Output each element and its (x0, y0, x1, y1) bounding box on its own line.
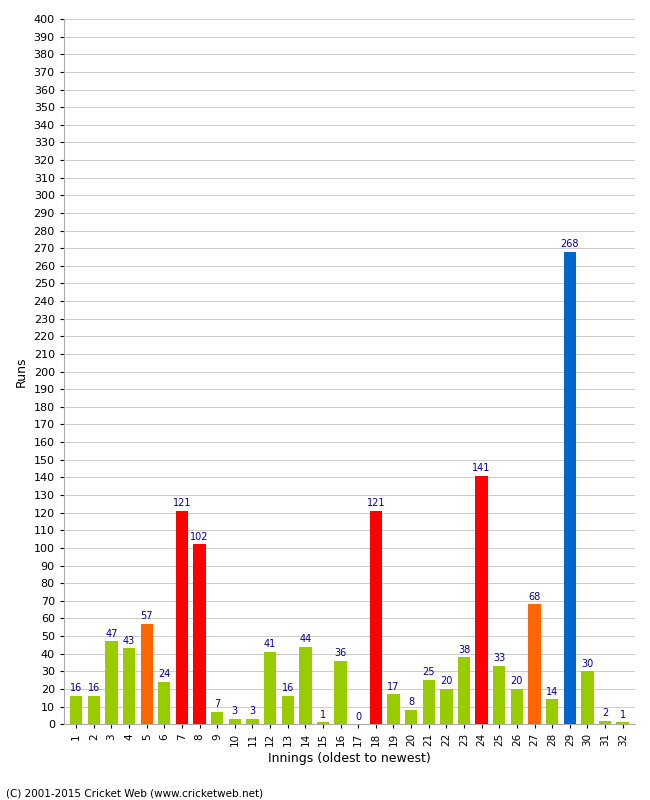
Bar (440, 689, 452, 724)
Bar (370, 511, 382, 724)
Bar (70, 696, 83, 724)
Bar (564, 252, 576, 724)
X-axis label: Innings (oldest to newest): Innings (oldest to newest) (268, 752, 431, 765)
Text: 20: 20 (511, 676, 523, 686)
Text: 16: 16 (70, 683, 83, 694)
Text: 141: 141 (473, 463, 491, 473)
Text: 36: 36 (335, 648, 346, 658)
Bar (511, 689, 523, 724)
Bar (387, 694, 400, 724)
Text: (C) 2001-2015 Cricket Web (www.cricketweb.net): (C) 2001-2015 Cricket Web (www.cricketwe… (6, 788, 264, 798)
Text: 102: 102 (190, 532, 209, 542)
Text: 268: 268 (560, 239, 579, 249)
Bar (405, 710, 417, 724)
Text: 3: 3 (232, 706, 238, 716)
Text: 1: 1 (619, 710, 626, 720)
Text: 38: 38 (458, 645, 470, 654)
Text: 57: 57 (140, 611, 153, 621)
Text: 25: 25 (422, 667, 435, 678)
Text: 121: 121 (367, 498, 385, 508)
Bar (317, 722, 329, 724)
Text: 43: 43 (123, 636, 135, 646)
Text: 20: 20 (440, 676, 452, 686)
Text: 16: 16 (88, 683, 100, 694)
Bar (475, 475, 488, 724)
Text: 3: 3 (250, 706, 255, 716)
Text: 44: 44 (299, 634, 311, 644)
Text: 1: 1 (320, 710, 326, 720)
Bar (158, 682, 170, 724)
Text: 17: 17 (387, 682, 400, 691)
Bar (123, 648, 135, 724)
Y-axis label: Runs: Runs (15, 356, 28, 387)
Bar (194, 544, 206, 724)
Bar (88, 696, 100, 724)
Text: 33: 33 (493, 654, 506, 663)
Bar (546, 699, 558, 724)
Bar (246, 719, 259, 724)
Text: 7: 7 (214, 699, 220, 709)
Text: 41: 41 (264, 639, 276, 650)
Bar (493, 666, 506, 724)
Bar (229, 719, 241, 724)
Bar (211, 712, 224, 724)
Text: 68: 68 (528, 592, 541, 602)
Bar (176, 511, 188, 724)
Bar (616, 722, 629, 724)
Bar (105, 642, 118, 724)
Bar (264, 652, 276, 724)
Text: 0: 0 (355, 711, 361, 722)
Bar (281, 696, 294, 724)
Bar (458, 657, 470, 724)
Text: 24: 24 (158, 670, 170, 679)
Bar (335, 661, 346, 724)
Text: 121: 121 (173, 498, 191, 508)
Bar (422, 680, 435, 724)
Bar (528, 604, 541, 724)
Text: 47: 47 (105, 629, 118, 638)
Text: 2: 2 (602, 708, 608, 718)
Bar (140, 624, 153, 724)
Text: 30: 30 (581, 658, 593, 669)
Bar (581, 671, 593, 724)
Bar (599, 721, 611, 724)
Bar (299, 646, 311, 724)
Text: 16: 16 (281, 683, 294, 694)
Text: 14: 14 (546, 687, 558, 697)
Text: 8: 8 (408, 698, 414, 707)
